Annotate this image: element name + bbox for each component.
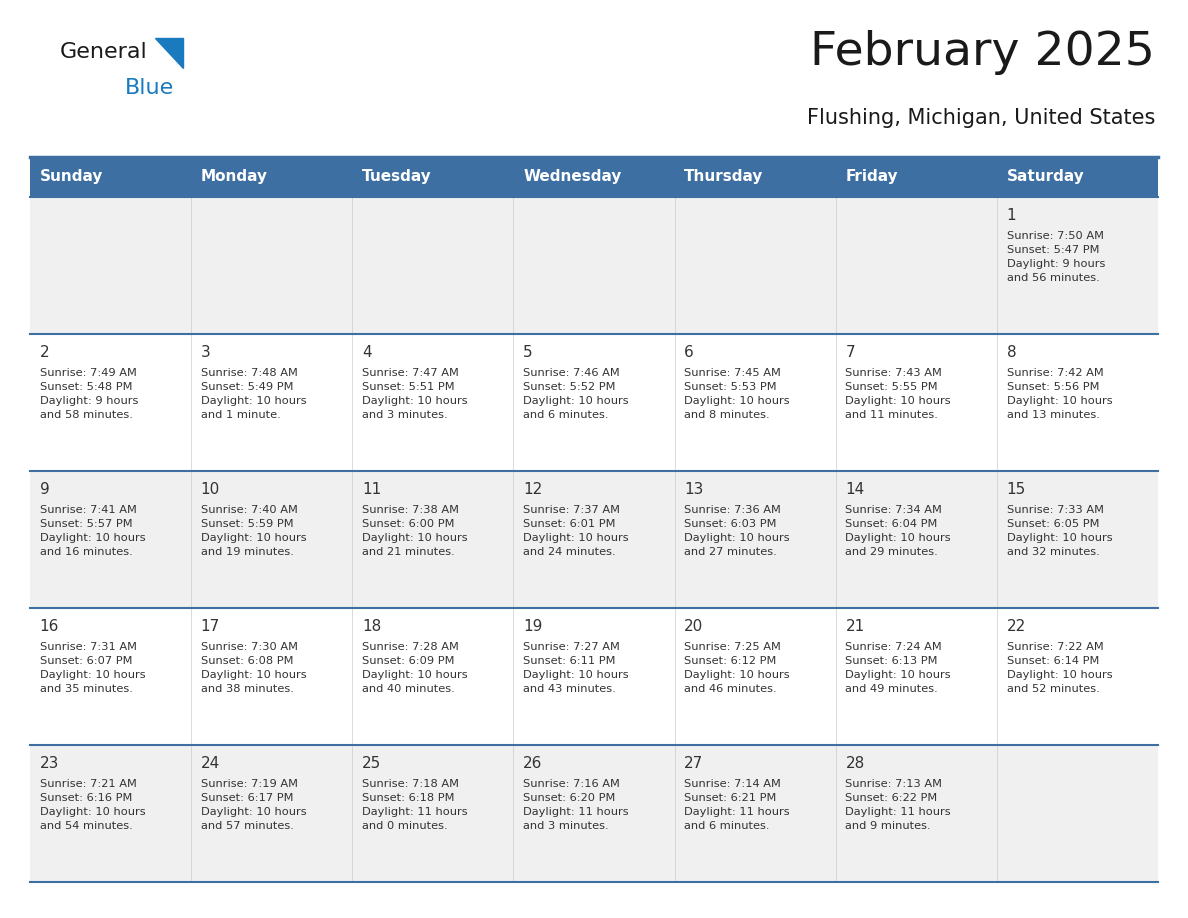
- Text: Sunrise: 7:41 AM
Sunset: 5:57 PM
Daylight: 10 hours
and 16 minutes.: Sunrise: 7:41 AM Sunset: 5:57 PM Dayligh…: [39, 505, 145, 557]
- Bar: [191, 157, 353, 197]
- Text: Sunrise: 7:22 AM
Sunset: 6:14 PM
Daylight: 10 hours
and 52 minutes.: Sunrise: 7:22 AM Sunset: 6:14 PM Dayligh…: [1006, 643, 1112, 694]
- Text: 25: 25: [362, 756, 381, 771]
- Text: 8: 8: [1006, 345, 1016, 360]
- Text: 18: 18: [362, 619, 381, 634]
- Text: 27: 27: [684, 756, 703, 771]
- Text: Sunrise: 7:24 AM
Sunset: 6:13 PM
Daylight: 10 hours
and 49 minutes.: Sunrise: 7:24 AM Sunset: 6:13 PM Dayligh…: [846, 643, 952, 694]
- Text: Sunrise: 7:13 AM
Sunset: 6:22 PM
Daylight: 11 hours
and 9 minutes.: Sunrise: 7:13 AM Sunset: 6:22 PM Dayligh…: [846, 779, 952, 832]
- Bar: [30, 334, 1158, 471]
- Bar: [353, 157, 513, 197]
- Text: 4: 4: [362, 345, 372, 360]
- Text: Sunrise: 7:14 AM
Sunset: 6:21 PM
Daylight: 11 hours
and 6 minutes.: Sunrise: 7:14 AM Sunset: 6:21 PM Dayligh…: [684, 779, 790, 832]
- Text: 24: 24: [201, 756, 220, 771]
- Text: 1: 1: [1006, 208, 1016, 223]
- Text: 20: 20: [684, 619, 703, 634]
- Text: 19: 19: [523, 619, 543, 634]
- Text: Sunrise: 7:16 AM
Sunset: 6:20 PM
Daylight: 11 hours
and 3 minutes.: Sunrise: 7:16 AM Sunset: 6:20 PM Dayligh…: [523, 779, 628, 832]
- Text: Sunrise: 7:30 AM
Sunset: 6:08 PM
Daylight: 10 hours
and 38 minutes.: Sunrise: 7:30 AM Sunset: 6:08 PM Dayligh…: [201, 643, 307, 694]
- Bar: [835, 157, 997, 197]
- Bar: [30, 197, 1158, 334]
- Polygon shape: [154, 38, 183, 68]
- Text: Sunrise: 7:37 AM
Sunset: 6:01 PM
Daylight: 10 hours
and 24 minutes.: Sunrise: 7:37 AM Sunset: 6:01 PM Dayligh…: [523, 505, 628, 557]
- Text: Sunrise: 7:43 AM
Sunset: 5:55 PM
Daylight: 10 hours
and 11 minutes.: Sunrise: 7:43 AM Sunset: 5:55 PM Dayligh…: [846, 368, 952, 420]
- Text: Sunrise: 7:38 AM
Sunset: 6:00 PM
Daylight: 10 hours
and 21 minutes.: Sunrise: 7:38 AM Sunset: 6:00 PM Dayligh…: [362, 505, 468, 557]
- Text: 7: 7: [846, 345, 855, 360]
- Bar: [30, 608, 1158, 745]
- Text: 2: 2: [39, 345, 49, 360]
- Bar: [675, 157, 835, 197]
- Text: 14: 14: [846, 482, 865, 497]
- Text: Sunrise: 7:45 AM
Sunset: 5:53 PM
Daylight: 10 hours
and 8 minutes.: Sunrise: 7:45 AM Sunset: 5:53 PM Dayligh…: [684, 368, 790, 420]
- Bar: [30, 471, 1158, 608]
- Text: 11: 11: [362, 482, 381, 497]
- Text: Sunrise: 7:47 AM
Sunset: 5:51 PM
Daylight: 10 hours
and 3 minutes.: Sunrise: 7:47 AM Sunset: 5:51 PM Dayligh…: [362, 368, 468, 420]
- Text: Sunrise: 7:19 AM
Sunset: 6:17 PM
Daylight: 10 hours
and 57 minutes.: Sunrise: 7:19 AM Sunset: 6:17 PM Dayligh…: [201, 779, 307, 832]
- Text: Sunrise: 7:28 AM
Sunset: 6:09 PM
Daylight: 10 hours
and 40 minutes.: Sunrise: 7:28 AM Sunset: 6:09 PM Dayligh…: [362, 643, 468, 694]
- Text: Sunrise: 7:31 AM
Sunset: 6:07 PM
Daylight: 10 hours
and 35 minutes.: Sunrise: 7:31 AM Sunset: 6:07 PM Dayligh…: [39, 643, 145, 694]
- Text: 10: 10: [201, 482, 220, 497]
- Text: Sunrise: 7:42 AM
Sunset: 5:56 PM
Daylight: 10 hours
and 13 minutes.: Sunrise: 7:42 AM Sunset: 5:56 PM Dayligh…: [1006, 368, 1112, 420]
- Text: Monday: Monday: [201, 170, 267, 185]
- Text: Sunrise: 7:49 AM
Sunset: 5:48 PM
Daylight: 9 hours
and 58 minutes.: Sunrise: 7:49 AM Sunset: 5:48 PM Dayligh…: [39, 368, 138, 420]
- Text: Saturday: Saturday: [1006, 170, 1085, 185]
- Text: Friday: Friday: [846, 170, 898, 185]
- Text: Sunrise: 7:21 AM
Sunset: 6:16 PM
Daylight: 10 hours
and 54 minutes.: Sunrise: 7:21 AM Sunset: 6:16 PM Dayligh…: [39, 779, 145, 832]
- Bar: [997, 157, 1158, 197]
- Text: 13: 13: [684, 482, 703, 497]
- Text: February 2025: February 2025: [810, 30, 1155, 75]
- Text: Flushing, Michigan, United States: Flushing, Michigan, United States: [807, 108, 1155, 128]
- Text: Thursday: Thursday: [684, 170, 764, 185]
- Text: Sunrise: 7:18 AM
Sunset: 6:18 PM
Daylight: 11 hours
and 0 minutes.: Sunrise: 7:18 AM Sunset: 6:18 PM Dayligh…: [362, 779, 468, 832]
- Text: Sunrise: 7:50 AM
Sunset: 5:47 PM
Daylight: 9 hours
and 56 minutes.: Sunrise: 7:50 AM Sunset: 5:47 PM Dayligh…: [1006, 231, 1105, 284]
- Text: Sunrise: 7:33 AM
Sunset: 6:05 PM
Daylight: 10 hours
and 32 minutes.: Sunrise: 7:33 AM Sunset: 6:05 PM Dayligh…: [1006, 505, 1112, 557]
- Text: Sunrise: 7:40 AM
Sunset: 5:59 PM
Daylight: 10 hours
and 19 minutes.: Sunrise: 7:40 AM Sunset: 5:59 PM Dayligh…: [201, 505, 307, 557]
- Text: Sunrise: 7:25 AM
Sunset: 6:12 PM
Daylight: 10 hours
and 46 minutes.: Sunrise: 7:25 AM Sunset: 6:12 PM Dayligh…: [684, 643, 790, 694]
- Text: 5: 5: [523, 345, 532, 360]
- Text: 3: 3: [201, 345, 210, 360]
- Text: Sunday: Sunday: [39, 170, 103, 185]
- Text: 16: 16: [39, 619, 59, 634]
- Text: 6: 6: [684, 345, 694, 360]
- Text: 15: 15: [1006, 482, 1025, 497]
- Text: Sunrise: 7:36 AM
Sunset: 6:03 PM
Daylight: 10 hours
and 27 minutes.: Sunrise: 7:36 AM Sunset: 6:03 PM Dayligh…: [684, 505, 790, 557]
- Text: 28: 28: [846, 756, 865, 771]
- Text: Tuesday: Tuesday: [362, 170, 431, 185]
- Text: General: General: [61, 42, 147, 62]
- Text: 17: 17: [201, 619, 220, 634]
- Text: Blue: Blue: [125, 78, 175, 98]
- Text: 26: 26: [523, 756, 543, 771]
- Bar: [513, 157, 675, 197]
- Text: 22: 22: [1006, 619, 1025, 634]
- Bar: [30, 157, 191, 197]
- Text: Sunrise: 7:46 AM
Sunset: 5:52 PM
Daylight: 10 hours
and 6 minutes.: Sunrise: 7:46 AM Sunset: 5:52 PM Dayligh…: [523, 368, 628, 420]
- Text: 21: 21: [846, 619, 865, 634]
- Text: 12: 12: [523, 482, 543, 497]
- Text: 23: 23: [39, 756, 59, 771]
- Text: Sunrise: 7:27 AM
Sunset: 6:11 PM
Daylight: 10 hours
and 43 minutes.: Sunrise: 7:27 AM Sunset: 6:11 PM Dayligh…: [523, 643, 628, 694]
- Text: Wednesday: Wednesday: [523, 170, 621, 185]
- Text: Sunrise: 7:34 AM
Sunset: 6:04 PM
Daylight: 10 hours
and 29 minutes.: Sunrise: 7:34 AM Sunset: 6:04 PM Dayligh…: [846, 505, 952, 557]
- Bar: [30, 745, 1158, 882]
- Text: 9: 9: [39, 482, 50, 497]
- Text: Sunrise: 7:48 AM
Sunset: 5:49 PM
Daylight: 10 hours
and 1 minute.: Sunrise: 7:48 AM Sunset: 5:49 PM Dayligh…: [201, 368, 307, 420]
